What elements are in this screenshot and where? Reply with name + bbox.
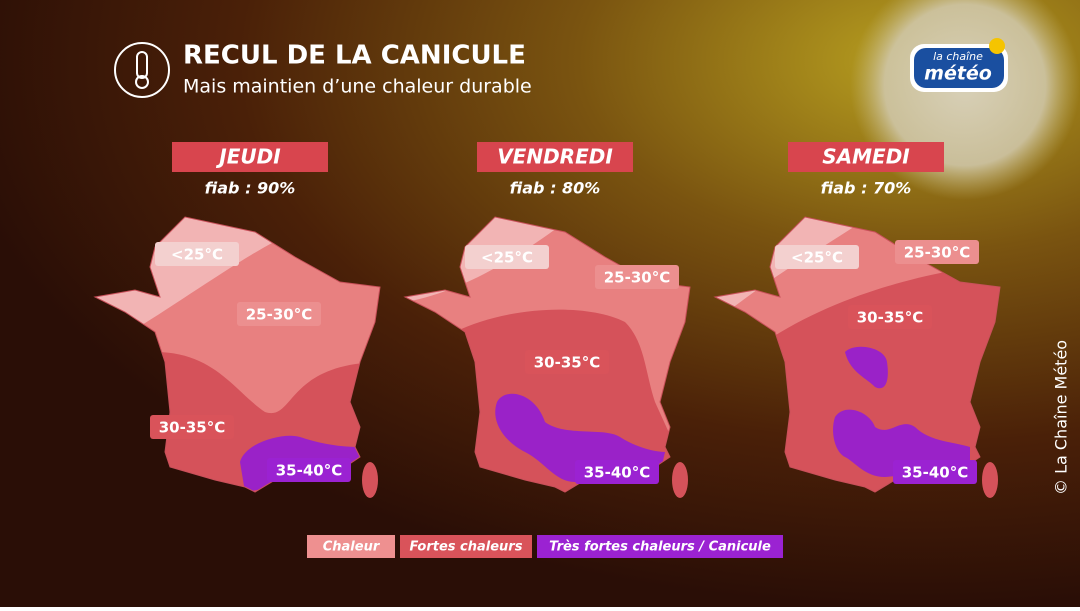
- title: RECUL DE LA CANICULE: [183, 41, 526, 71]
- legend-label: Fortes chaleurs: [410, 540, 523, 555]
- legend-item: [537, 535, 783, 558]
- day-badge: [788, 142, 944, 172]
- temp-label: 35-40°C: [276, 462, 342, 480]
- temp-label-bg: [893, 460, 977, 484]
- logo-line1: la chaîne: [933, 50, 983, 63]
- temp-label-bg: [775, 245, 859, 269]
- temp-label: <25°C: [481, 249, 533, 267]
- temp-label-bg: [150, 415, 234, 439]
- temp-label-bg: [575, 460, 659, 484]
- temp-label-bg: [267, 458, 351, 482]
- day-badge: [172, 142, 328, 172]
- corsica: [982, 462, 998, 498]
- france-map: <25°C 25-30°C 30-35°C 35-40°C: [403, 216, 691, 498]
- temp-label-bg: [465, 245, 549, 269]
- temp-label: 25-30°C: [246, 306, 312, 324]
- logo-line2: météo: [924, 63, 992, 85]
- temp-label: 30-35°C: [857, 309, 923, 327]
- thermometer-icon: [114, 42, 170, 98]
- legend-item: [400, 535, 532, 558]
- day-label: JEUDI: [215, 145, 281, 169]
- temp-label-bg: [525, 350, 609, 374]
- zone-heatwave: [845, 346, 888, 389]
- temp-label: 25-30°C: [904, 244, 970, 262]
- temp-label-bg: [595, 265, 679, 289]
- temp-label: <25°C: [791, 249, 843, 267]
- temp-label: 30-35°C: [534, 354, 600, 372]
- corsica: [672, 462, 688, 498]
- temp-label-bg: [155, 242, 239, 266]
- temp-label: 35-40°C: [902, 464, 968, 482]
- zone-heatwave: [495, 393, 665, 482]
- temp-label: 35-40°C: [584, 464, 650, 482]
- day-label: SAMEDI: [822, 145, 910, 169]
- logo: la chaîne météo: [910, 38, 1008, 92]
- day-badge: [477, 142, 633, 172]
- reliability: fiab : 90%: [205, 179, 296, 198]
- legend-label: Chaleur: [323, 540, 381, 555]
- temp-label-bg: [848, 305, 932, 329]
- legend-item: [307, 535, 395, 558]
- temp-label-bg: [237, 302, 321, 326]
- subtitle: Mais maintien d’une chaleur durable: [183, 76, 532, 98]
- reliability: fiab : 70%: [821, 179, 912, 198]
- temp-label: 25-30°C: [604, 269, 670, 287]
- reliability: fiab : 80%: [510, 179, 601, 198]
- day-label: VENDREDI: [497, 145, 613, 169]
- credit: © La Chaîne Météo: [1052, 340, 1071, 495]
- temp-label: 30-35°C: [159, 419, 225, 437]
- legend-label: Très fortes chaleurs / Canicule: [549, 540, 771, 555]
- temp-label-bg: [895, 240, 979, 264]
- temp-label: <25°C: [171, 246, 223, 264]
- forecast-map: VENDREDI fiab : 80% <25°C 25-30°C 30-35°C 35-…: [403, 142, 691, 498]
- corsica: [362, 462, 378, 498]
